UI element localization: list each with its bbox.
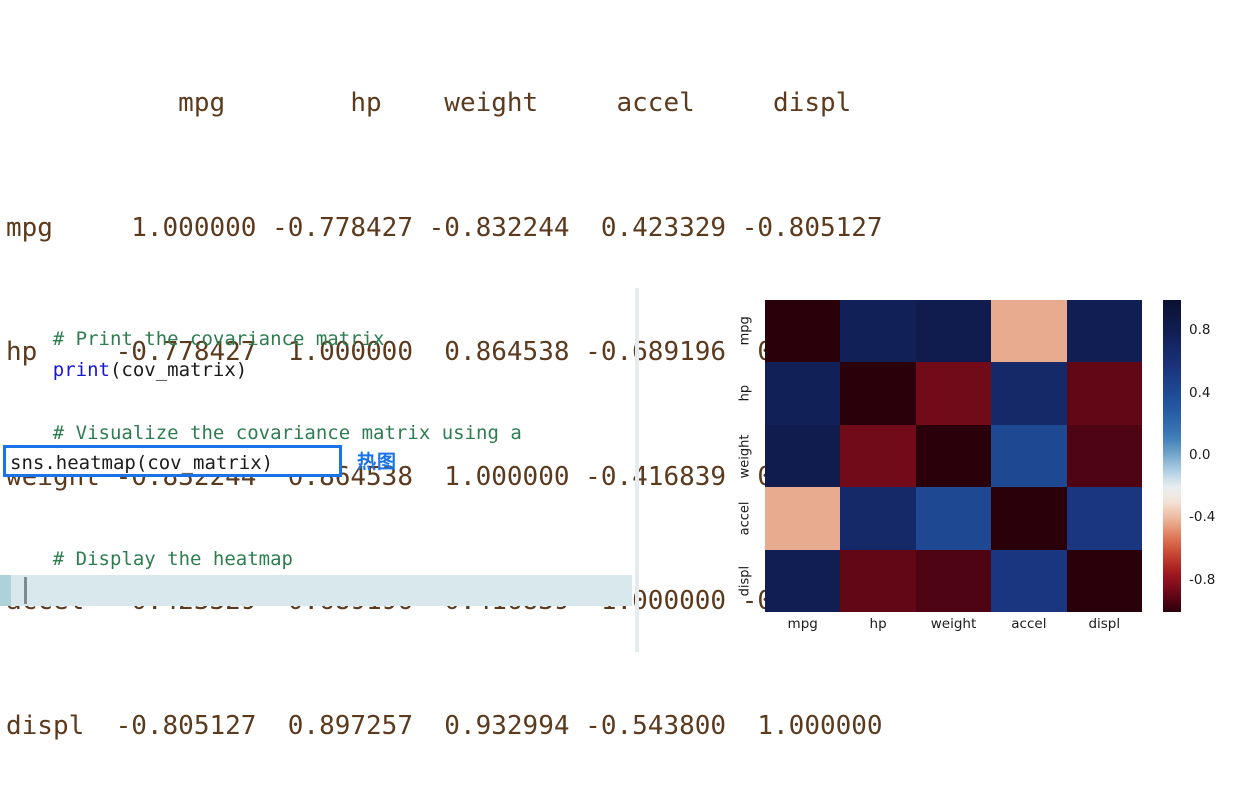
heatmap-cell [1066, 300, 1142, 363]
covariance-matrix-output: mpg hp weight accel displ mpg 1.000000 -… [0, 0, 1100, 741]
code-comment-text: # Display the heatmap [52, 548, 293, 570]
active-line-gutter-marker [0, 575, 11, 606]
code-line-blank-1[interactable] [0, 355, 632, 387]
heatmap-cell [915, 424, 992, 488]
heatmap-xtick-mpg: mpg [787, 616, 818, 632]
heatmap-xtick-accel: accel [1011, 616, 1047, 632]
heatmap-xtick-displ: displ [1088, 616, 1121, 632]
code-line-print-call[interactable]: print(cov_matrix) [0, 324, 632, 381]
heatmap-cell [840, 487, 916, 550]
heatmap-cell [915, 362, 992, 425]
matrix-row-displ: displ -0.805127 0.897257 0.932994 -0.543… [6, 710, 883, 741]
heatmap-cell [1066, 549, 1142, 612]
heatmap-ytick-displ: displ [737, 565, 753, 597]
heatmap-xtick-hp: hp [869, 616, 887, 632]
heatmap-cell [991, 549, 1067, 612]
heatmap-cell [915, 487, 992, 550]
heatmap-annotation-label: 热图 [357, 451, 398, 473]
text-cursor [24, 577, 27, 604]
heatmap-cell [765, 549, 841, 612]
heatmap-cell [1066, 362, 1142, 425]
heatmap-cell [991, 487, 1067, 550]
colorbar-tick-0.0: 0.0 [1189, 447, 1211, 463]
heatmap-cell [840, 300, 916, 363]
heatmap-cell [991, 424, 1067, 488]
active-line-highlight[interactable] [0, 575, 632, 606]
keyword-print: print [52, 359, 110, 381]
code-comment-text: # Visualize the covariance matrix using … [52, 422, 522, 444]
heatmap-cell [765, 487, 841, 550]
colorbar-tick-0.8: 0.8 [1189, 322, 1211, 339]
code-editor[interactable]: # Print the covariance matrix print(cov_… [0, 292, 632, 652]
colorbar-tick--0.8: -0.8 [1189, 571, 1216, 588]
heatmap-cell [840, 549, 916, 612]
heatmap-cell [991, 362, 1067, 425]
heatmap-cell [915, 300, 992, 363]
print-arguments: (cov_matrix) [109, 359, 248, 381]
heatmap-cell [1066, 487, 1142, 550]
heatmap-xtick-weight: weight [930, 616, 977, 632]
colorbar-tick-0.4: 0.4 [1189, 384, 1211, 401]
heatmap-ytick-accel: accel [737, 501, 753, 536]
heatmap-cell [840, 424, 916, 488]
heatmap-colorbar [1163, 300, 1181, 612]
heatmap-call-text: sns.heatmap(cov_matrix) [10, 452, 274, 474]
matrix-row-mpg: mpg 1.000000 -0.778427 -0.832244 0.42332… [6, 212, 883, 243]
heatmap-cell [765, 300, 841, 363]
heatmap-ytick-mpg: mpg [737, 316, 753, 346]
heatmap-figure: mpg hp weight accel displ mpg hp weight accel di… [720, 285, 1244, 652]
colorbar-tick--0.4: -0.4 [1189, 509, 1216, 526]
code-line-print-comment[interactable]: # Print the covariance matrix [0, 292, 632, 350]
code-line-plt-show[interactable]: plt.show() [0, 544, 632, 602]
code-comment-text: # Print the covariance matrix [52, 327, 385, 350]
heatmap-cell [765, 424, 841, 488]
heatmap-cell [1066, 424, 1142, 488]
heatmap-cell [915, 549, 992, 612]
heatmap-cell [840, 362, 916, 425]
heatmap-call-highlight-box[interactable]: sns.heatmap(cov_matrix) [3, 445, 342, 477]
heatmap-grid [765, 300, 1142, 612]
code-line-display-comment[interactable]: # Display the heatmap [0, 513, 632, 570]
panel-divider [635, 288, 639, 652]
code-line-visualize-comment[interactable]: # Visualize the covariance matrix using … [0, 387, 632, 444]
heatmap-cell [991, 300, 1067, 363]
heatmap-cell [765, 362, 841, 425]
code-line-blank-2[interactable] [0, 481, 632, 513]
heatmap-ytick-hp: hp [737, 385, 753, 402]
heatmap-ytick-weight: weight [737, 434, 753, 478]
matrix-header-row: mpg hp weight accel displ [6, 88, 852, 118]
